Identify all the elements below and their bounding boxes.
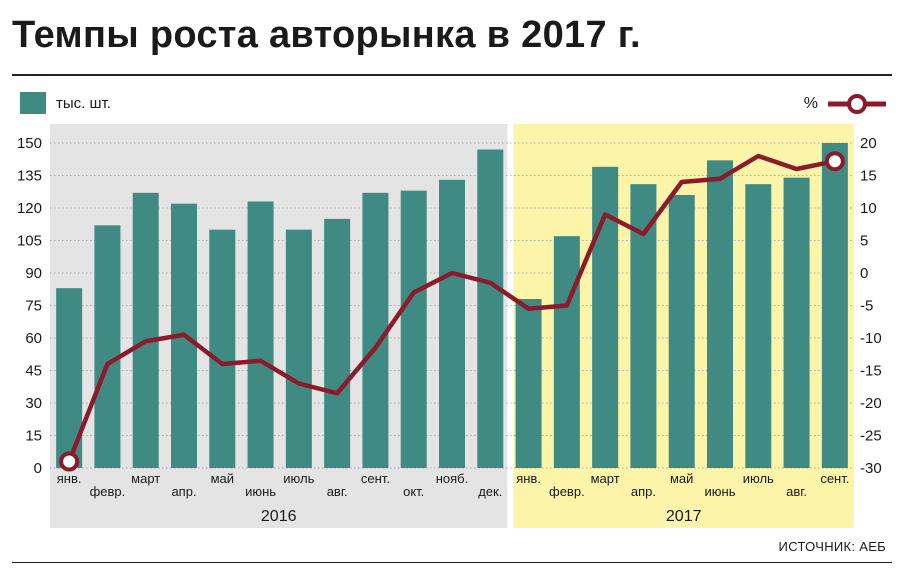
bottom-divider (12, 562, 892, 563)
y-right-tick-label: -10 (860, 330, 882, 347)
x-tick-label: окт. (403, 484, 424, 499)
x-tick-label: янв. (57, 471, 82, 486)
y-right-tick-label: -15 (860, 363, 882, 380)
group-label-2017: 2017 (666, 508, 702, 525)
bar (362, 192, 389, 469)
source-note: ИСТОЧНИК: АЕБ (778, 539, 886, 554)
group-panel-2016 (50, 124, 508, 528)
x-tick-label: май (211, 471, 234, 486)
x-tick-label: авг. (786, 484, 807, 499)
y-right-tick-label: 15 (860, 168, 877, 185)
bar (324, 218, 351, 468)
y-right-tick-label: -5 (860, 298, 873, 315)
y-left-tick-label: 75 (25, 298, 42, 315)
y-right-tick-label: -30 (860, 460, 882, 477)
legend-line-label: % (803, 95, 818, 112)
bar (783, 177, 810, 468)
line-series-percent (66, 153, 838, 464)
bar (209, 229, 236, 468)
x-tick-label: март (591, 471, 620, 486)
bar (400, 190, 427, 468)
y-right-tick-label: 10 (860, 200, 877, 217)
y-left-tick-label: 30 (25, 395, 42, 412)
x-tick-label: февр. (549, 484, 585, 499)
y-right-tick-label: 20 (860, 135, 877, 152)
bar (132, 192, 159, 469)
y-left-tick-label: 105 (17, 233, 42, 250)
bar (439, 179, 465, 469)
x-tick-label: июнь (245, 484, 276, 499)
y-right-tick-label: -25 (860, 428, 882, 445)
legend-line-marker-icon (828, 94, 886, 114)
x-tick-label: сент. (820, 471, 849, 486)
y-left-tick-label: 135 (17, 168, 42, 185)
title-divider (12, 74, 892, 76)
y-left-tick-label: 45 (25, 363, 42, 380)
line-endpoint-marker (59, 451, 80, 472)
x-tick-label: нояб. (436, 471, 469, 486)
x-tick-label: сент. (361, 471, 390, 486)
legend-bar-swatch (20, 92, 46, 114)
bar (745, 184, 772, 468)
y-left-tick-label: 60 (25, 330, 42, 347)
legend-bars: тыс. шт. (20, 92, 111, 114)
legend-bar-label: тыс. шт. (56, 94, 111, 112)
bar (668, 195, 695, 468)
x-tick-label: июнь (705, 484, 736, 499)
bar (630, 184, 657, 468)
x-tick-label: июль (283, 471, 314, 486)
x-tick-label: май (670, 471, 693, 486)
x-tick-label: апр. (171, 484, 196, 499)
bar (592, 166, 619, 469)
bar (247, 201, 274, 468)
x-tick-label: июль (743, 471, 774, 486)
y-left-tick-label: 90 (25, 265, 42, 282)
x-tick-label: дек. (478, 484, 502, 499)
y-left-tick-label: 0 (34, 460, 42, 477)
y-right-tick-label: 5 (860, 233, 868, 250)
x-tick-label: март (131, 471, 160, 486)
y-left-tick-label: 15 (25, 428, 42, 445)
legend-line: % (804, 92, 888, 116)
bar (553, 236, 580, 468)
line-endpoint-marker (824, 151, 845, 172)
y-right-tick-label: 0 (860, 265, 868, 282)
bar (707, 160, 733, 469)
x-tick-label: апр. (631, 484, 656, 499)
x-tick-label: февр. (90, 484, 126, 499)
bar (515, 299, 542, 468)
bar (821, 143, 848, 468)
bar (94, 225, 121, 468)
bar (285, 229, 312, 468)
y-left-tick-label: 150 (17, 135, 42, 152)
x-tick-label: янв. (516, 471, 541, 486)
chart-title: Темпы роста авторынка в 2017 г. (12, 14, 641, 56)
y-left-tick-label: 120 (17, 200, 42, 217)
group-label-2016: 2016 (261, 508, 297, 525)
y-right-tick-label: -20 (860, 395, 882, 412)
x-tick-label: авг. (327, 484, 348, 499)
bar (477, 149, 504, 468)
